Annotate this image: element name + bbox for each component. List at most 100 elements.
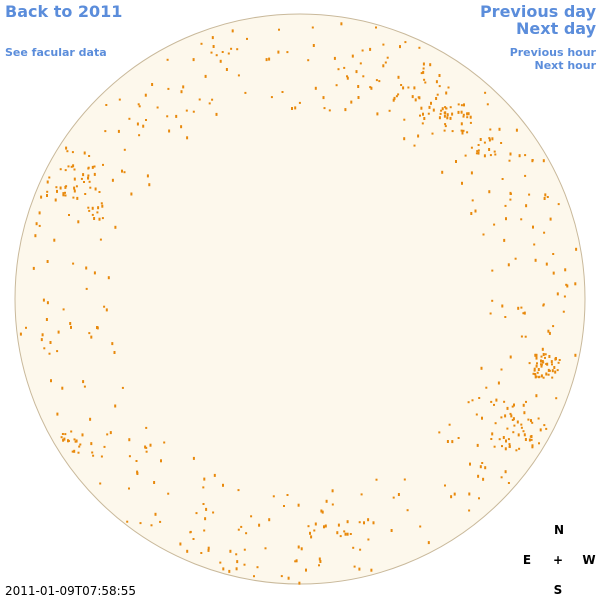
facula <box>265 58 268 62</box>
facula <box>202 503 205 505</box>
facula <box>34 234 37 238</box>
facula <box>83 151 86 155</box>
facula <box>128 455 131 458</box>
facula <box>186 549 189 553</box>
facula <box>482 477 485 481</box>
facula <box>404 41 407 44</box>
facula <box>69 322 72 325</box>
facula <box>548 331 551 335</box>
facula <box>547 368 550 372</box>
facula <box>574 353 577 357</box>
facula <box>462 129 465 132</box>
facula <box>566 284 569 288</box>
facula <box>55 186 58 189</box>
facula <box>163 441 166 444</box>
facula <box>498 127 501 131</box>
facula <box>309 531 311 535</box>
facula <box>297 503 300 507</box>
facula <box>89 417 92 421</box>
facula <box>369 47 372 51</box>
facula <box>90 442 93 446</box>
facula <box>101 217 104 220</box>
facula <box>443 114 446 118</box>
facula <box>399 45 401 49</box>
facula <box>476 443 479 447</box>
facula <box>531 421 534 424</box>
facula <box>48 176 51 179</box>
facula <box>94 187 97 191</box>
facula <box>376 112 379 116</box>
facula <box>460 104 463 107</box>
facula <box>451 440 454 444</box>
facula <box>107 276 110 280</box>
facula <box>413 86 416 90</box>
facula <box>386 56 389 59</box>
facula <box>422 67 425 70</box>
facula <box>101 204 104 208</box>
facula <box>72 164 75 168</box>
facula <box>554 370 557 374</box>
next-hour-link[interactable]: Next hour <box>535 59 597 72</box>
facula <box>417 134 420 138</box>
facula <box>70 430 73 433</box>
facula <box>544 193 547 197</box>
back-link[interactable]: Back to 2011 <box>5 2 122 21</box>
facula <box>79 443 82 446</box>
facula <box>243 563 246 566</box>
facula <box>413 144 416 147</box>
facula <box>99 238 102 241</box>
facula <box>70 325 72 329</box>
facula <box>358 567 361 571</box>
facula <box>530 438 533 441</box>
facula <box>489 312 492 315</box>
facula <box>418 46 421 49</box>
facula <box>40 195 43 199</box>
facula <box>543 424 546 427</box>
facula <box>532 225 534 229</box>
facula <box>479 465 482 469</box>
facula <box>457 103 460 106</box>
facula <box>166 115 169 118</box>
facula <box>324 524 327 528</box>
previous-hour-link[interactable]: Previous hour <box>510 46 597 59</box>
compass-west: W <box>582 553 595 567</box>
facula <box>460 110 463 114</box>
facula <box>515 128 518 132</box>
next-day-link[interactable]: Next day <box>516 19 597 38</box>
facula <box>490 400 493 403</box>
facula <box>460 122 463 126</box>
facula <box>88 332 91 335</box>
facula <box>444 123 447 126</box>
facula <box>103 305 106 308</box>
facula <box>430 101 432 105</box>
facular-link[interactable]: See facular data <box>5 46 107 59</box>
previous-day-link[interactable]: Previous day <box>480 2 597 21</box>
facula <box>545 427 548 430</box>
facula <box>144 445 147 449</box>
facula <box>511 405 514 408</box>
facula <box>468 492 471 496</box>
facula <box>64 185 67 189</box>
facula <box>440 109 443 112</box>
facula <box>211 36 214 40</box>
facula <box>468 509 471 512</box>
facula <box>435 97 438 100</box>
facula <box>160 459 162 463</box>
facula <box>65 146 68 150</box>
facula <box>403 137 406 141</box>
compass-south: S <box>554 583 563 597</box>
facula <box>148 183 151 187</box>
facula <box>520 426 523 429</box>
facula <box>501 304 504 308</box>
facula <box>545 262 548 266</box>
facula <box>82 173 85 177</box>
facula <box>531 445 534 449</box>
facula <box>49 341 52 344</box>
facula <box>40 338 43 342</box>
facula <box>533 243 536 246</box>
facula <box>346 75 348 78</box>
facula <box>250 515 253 518</box>
facula <box>310 535 313 539</box>
facula <box>470 171 473 175</box>
facula <box>488 137 491 140</box>
